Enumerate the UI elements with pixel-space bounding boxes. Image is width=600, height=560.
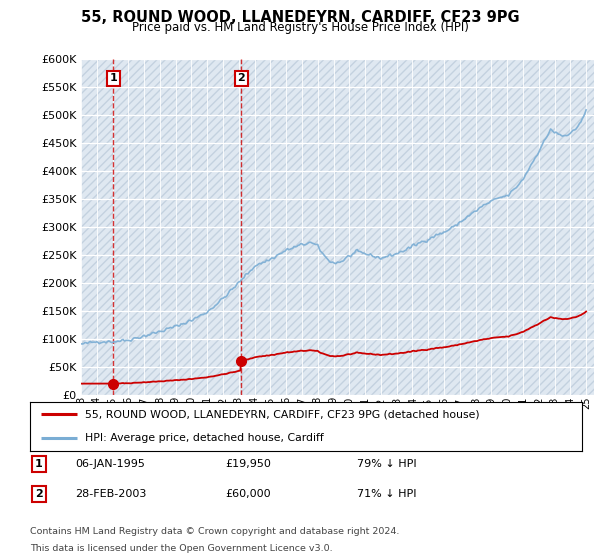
Text: 2: 2 xyxy=(35,489,43,499)
Text: 28-FEB-2003: 28-FEB-2003 xyxy=(75,489,146,499)
Text: 71% ↓ HPI: 71% ↓ HPI xyxy=(357,489,416,499)
Text: 1: 1 xyxy=(109,73,117,83)
Text: 2: 2 xyxy=(238,73,245,83)
Text: 1: 1 xyxy=(35,459,43,469)
Text: £19,950: £19,950 xyxy=(225,459,271,469)
Text: This data is licensed under the Open Government Licence v3.0.: This data is licensed under the Open Gov… xyxy=(30,544,332,553)
Text: 79% ↓ HPI: 79% ↓ HPI xyxy=(357,459,416,469)
Text: 55, ROUND WOOD, LLANEDEYRN, CARDIFF, CF23 9PG: 55, ROUND WOOD, LLANEDEYRN, CARDIFF, CF2… xyxy=(80,10,520,25)
Text: 55, ROUND WOOD, LLANEDEYRN, CARDIFF, CF23 9PG (detached house): 55, ROUND WOOD, LLANEDEYRN, CARDIFF, CF2… xyxy=(85,409,480,419)
Text: Price paid vs. HM Land Registry's House Price Index (HPI): Price paid vs. HM Land Registry's House … xyxy=(131,21,469,34)
Text: 06-JAN-1995: 06-JAN-1995 xyxy=(75,459,145,469)
Text: £60,000: £60,000 xyxy=(225,489,271,499)
Text: HPI: Average price, detached house, Cardiff: HPI: Average price, detached house, Card… xyxy=(85,433,324,443)
Text: Contains HM Land Registry data © Crown copyright and database right 2024.: Contains HM Land Registry data © Crown c… xyxy=(30,528,400,536)
